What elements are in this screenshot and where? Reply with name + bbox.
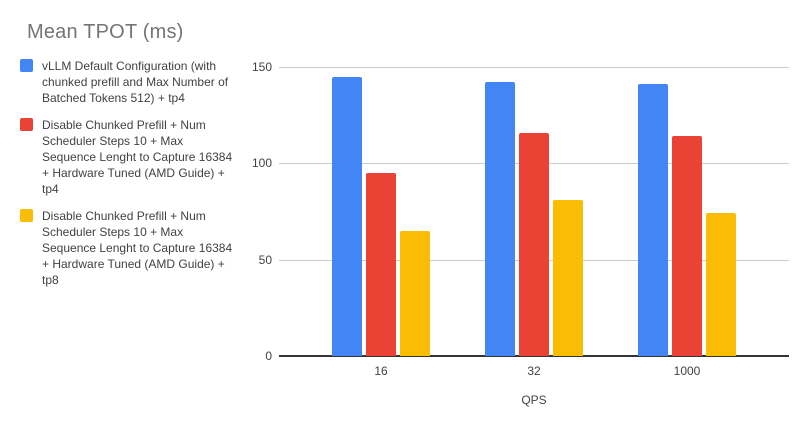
plot-area	[279, 67, 789, 357]
bar-series3-1000	[706, 213, 736, 356]
x-tick-label: 1000	[673, 364, 701, 378]
legend-item: vLLM Default Configuration (with chunked…	[20, 58, 238, 106]
y-tick-label: 0	[265, 349, 272, 363]
legend-label: Disable Chunked Prefill + Num Scheduler …	[42, 118, 233, 196]
x-tick-label: 16	[374, 364, 388, 378]
bar-series1-16	[332, 76, 362, 356]
x-axis-title: QPS	[521, 393, 547, 407]
legend-swatch-icon	[20, 209, 33, 222]
legend: vLLM Default Configuration (with chunked…	[20, 58, 238, 299]
legend-label: vLLM Default Configuration (with chunked…	[42, 59, 229, 105]
x-tick-label: 32	[527, 364, 541, 378]
y-tick-label: 100	[251, 156, 272, 171]
legend-label: Disable Chunked Prefill + Num Scheduler …	[42, 209, 233, 287]
bar-series1-1000	[638, 84, 668, 356]
bar-series2-1000	[672, 136, 702, 356]
y-tick-label: 50	[258, 252, 272, 267]
bar-series2-32	[519, 132, 549, 356]
legend-swatch-icon	[20, 118, 33, 131]
y-tick-label: 150	[251, 60, 272, 74]
legend-item: Disable Chunked Prefill + Num Scheduler …	[20, 208, 238, 288]
bar-series3-32	[553, 199, 583, 356]
legend-swatch-icon	[20, 59, 33, 72]
bar-series1-32	[485, 82, 515, 356]
gridline	[279, 67, 789, 68]
x-axis-line	[279, 355, 789, 357]
bar-series3-16	[400, 230, 430, 356]
chart-title: Mean TPOT (ms)	[27, 21, 184, 43]
legend-item: Disable Chunked Prefill + Num Scheduler …	[20, 117, 238, 197]
bar-series2-16	[366, 172, 396, 356]
